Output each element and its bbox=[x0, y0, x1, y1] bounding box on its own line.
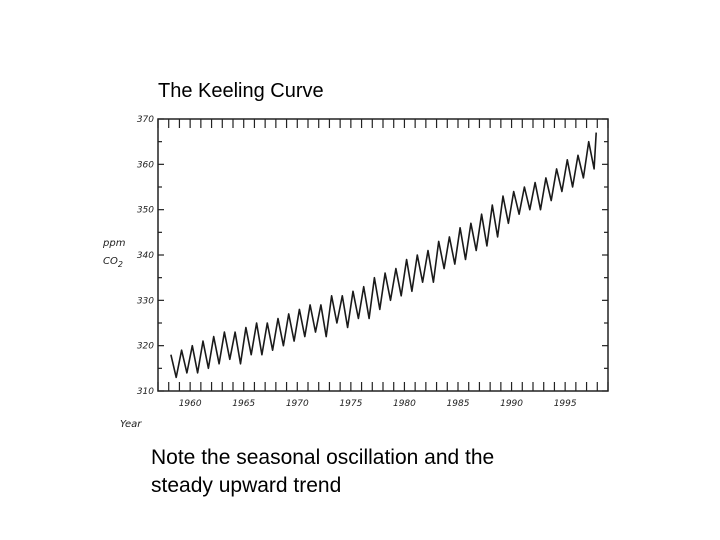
y-tick-labels: 310 320 330 340 350 360 370 bbox=[137, 115, 154, 397]
y-tick-label: 320 bbox=[137, 342, 154, 352]
y-tick-label: 310 bbox=[137, 387, 154, 397]
x-tick-label: 1960 bbox=[179, 399, 202, 409]
tick-marks bbox=[157, 118, 609, 392]
slide-title: The Keeling Curve bbox=[158, 80, 324, 102]
x-tick-label: 1985 bbox=[447, 399, 470, 409]
x-tick-labels: 1960 1965 1970 1975 1980 1985 1990 1995 bbox=[179, 399, 577, 409]
y-tick-label: 360 bbox=[137, 160, 154, 170]
note-text: Note the seasonal oscillation and the st… bbox=[151, 444, 611, 500]
y-tick-label: 370 bbox=[137, 115, 154, 125]
x-tick-label: 1990 bbox=[500, 399, 523, 409]
note-line-1: Note the seasonal oscillation and the bbox=[151, 446, 495, 469]
x-tick-label: 1980 bbox=[393, 399, 416, 409]
y-tick-label: 340 bbox=[137, 251, 154, 261]
y-axis-label-co2: CO2 bbox=[103, 256, 123, 269]
x-tick-label: 1995 bbox=[554, 399, 577, 409]
y-tick-label: 330 bbox=[137, 296, 154, 306]
y-axis-label-ppm: ppm bbox=[102, 238, 126, 249]
y-tick-label: 350 bbox=[137, 206, 154, 216]
x-axis-label: Year bbox=[120, 419, 142, 430]
x-tick-label: 1975 bbox=[339, 399, 362, 409]
co2-series-line bbox=[170, 132, 597, 379]
x-tick-label: 1965 bbox=[232, 399, 255, 409]
note-line-2: steady upward trend bbox=[151, 474, 342, 497]
plot-frame bbox=[157, 118, 609, 392]
x-tick-label: 1970 bbox=[286, 399, 309, 409]
